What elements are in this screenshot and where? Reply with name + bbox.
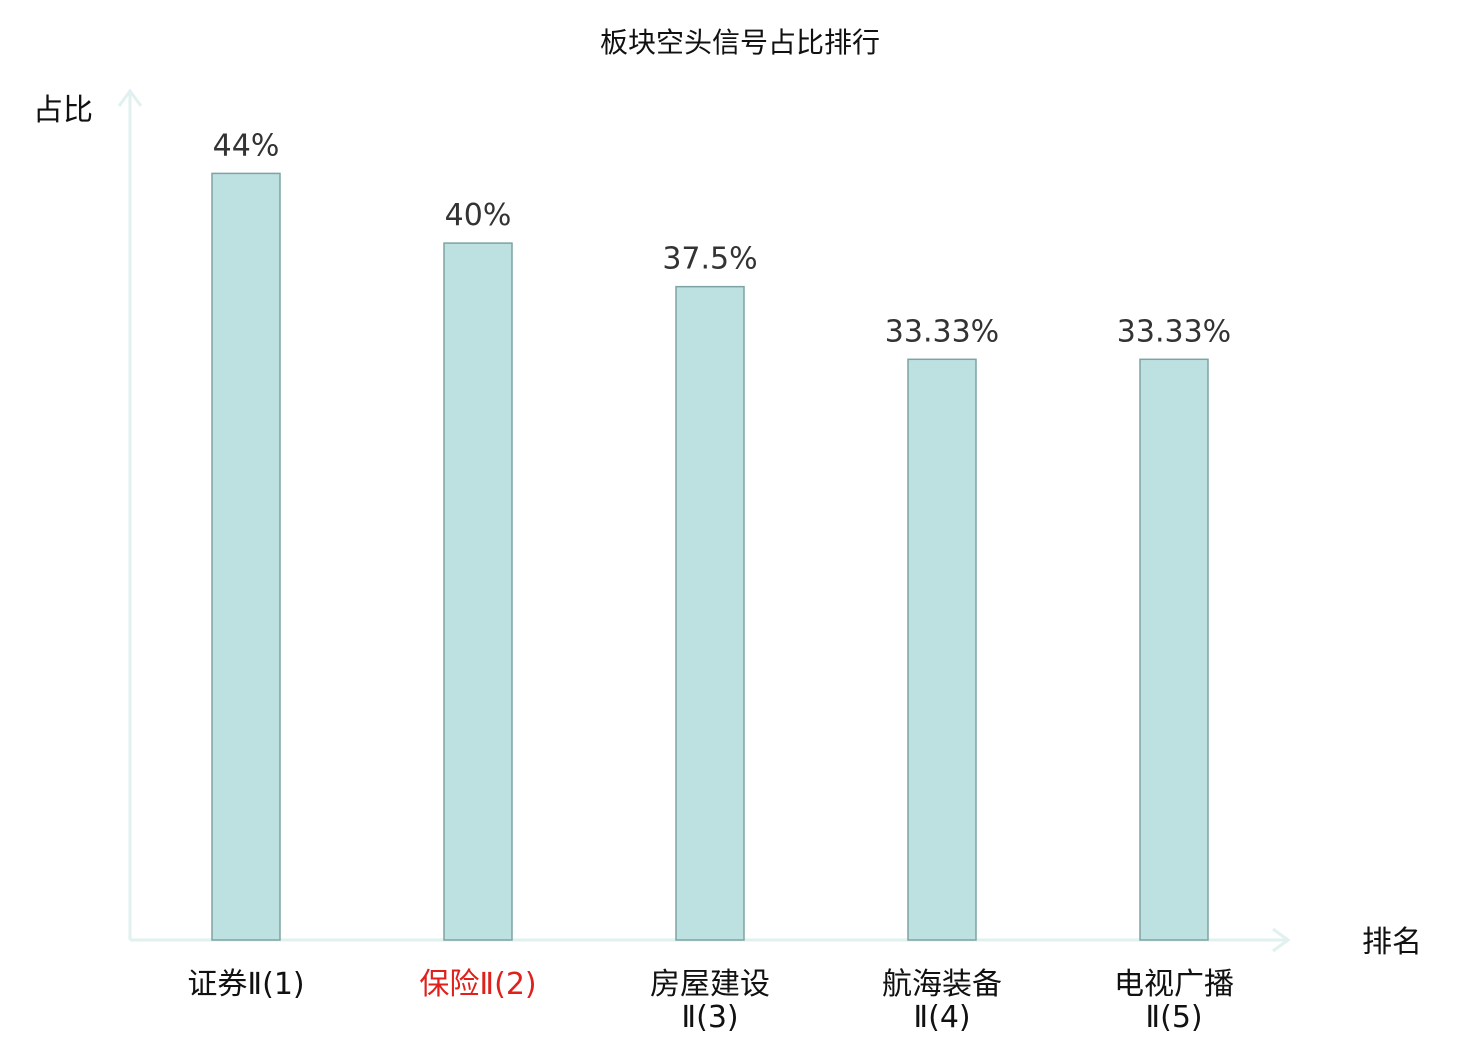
x-axis-label: 排名 (1362, 925, 1422, 960)
category-label-5-line-1: 电视广播 (1114, 967, 1234, 1002)
value-label-1: 44% (213, 128, 280, 163)
value-label-3: 37.5% (662, 242, 757, 277)
bar-2 (443, 242, 513, 941)
bar-4 (907, 358, 977, 941)
category-label-4-line-2: Ⅱ(4) (913, 1000, 970, 1035)
value-label-2: 40% (445, 198, 512, 233)
value-labels-group: 44% 40% 37.5% 33.33% 33.33% (213, 128, 1232, 349)
value-label-4: 33.33% (885, 314, 999, 349)
category-label-2: 保险Ⅱ(2) (419, 967, 536, 1002)
category-label-1: 证券Ⅱ(1) (187, 967, 304, 1002)
category-label-3-line-2: Ⅱ(3) (681, 1000, 738, 1035)
x-axis-arrow (1272, 927, 1291, 953)
category-label-4-line-1: 航海装备 (882, 967, 1002, 1002)
chart-title: 板块空头信号占比排行 (600, 26, 880, 59)
value-label-5: 33.33% (1117, 314, 1231, 349)
bar-3 (675, 285, 745, 941)
y-axis-label: 占比 (33, 93, 93, 128)
bars-group (211, 172, 1209, 941)
category-label-5-line-2: Ⅱ(5) (1145, 1000, 1202, 1035)
y-axis-arrow (117, 88, 143, 107)
bar-1 (211, 172, 281, 941)
category-label-3-line-1: 房屋建设 (650, 967, 770, 1002)
bar-5 (1139, 358, 1209, 941)
